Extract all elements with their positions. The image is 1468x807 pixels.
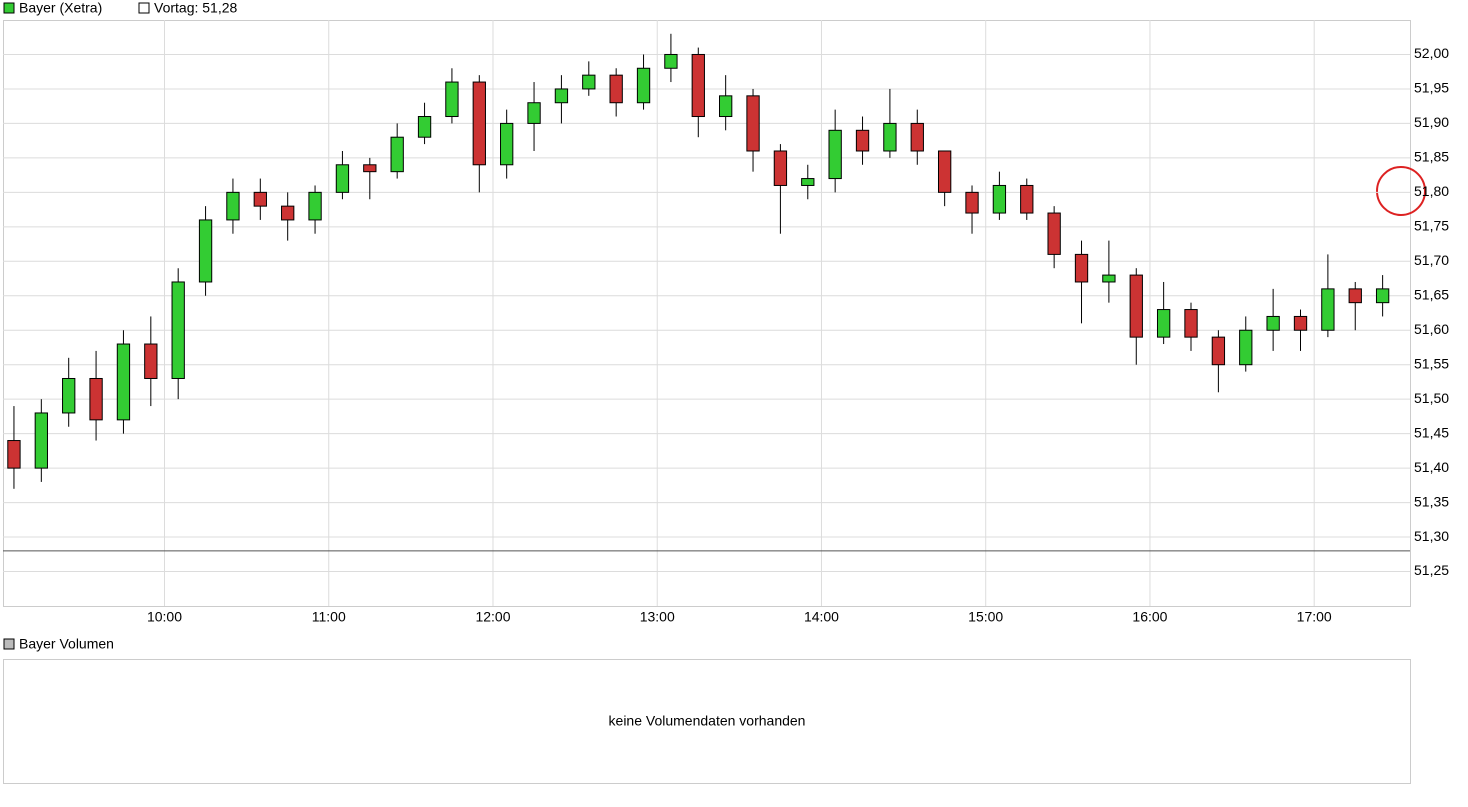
y-tick-label: 51,85: [1414, 149, 1449, 165]
x-tick-label: 16:00: [1132, 609, 1167, 625]
candle-body: [198, 219, 213, 283]
candle-body: [773, 150, 788, 186]
candle-body: [1129, 274, 1143, 338]
candle-body: [527, 102, 541, 124]
legend-swatch: [138, 2, 150, 14]
y-tick-label: 51,75: [1414, 218, 1449, 234]
legend-swatch: [3, 2, 15, 14]
candle-body: [308, 191, 322, 221]
candle-body: [116, 343, 131, 421]
x-tick-label: 13:00: [640, 609, 675, 625]
candle-body: [144, 343, 158, 379]
candle-body: [1074, 253, 1089, 283]
y-tick-label: 51,80: [1414, 183, 1449, 199]
y-tick-label: 51,25: [1414, 562, 1449, 578]
candle-body: [801, 178, 815, 186]
volume-frame: [3, 659, 1411, 784]
candle-body: [472, 81, 486, 166]
x-tick-label: 10:00: [147, 609, 182, 625]
y-tick-label: 51,95: [1414, 80, 1449, 96]
candle-body: [1321, 288, 1335, 331]
candle-body: [1239, 329, 1253, 366]
candle-body: [1184, 309, 1198, 338]
candle-body: [992, 184, 1007, 214]
y-tick-label: 51,50: [1414, 390, 1449, 406]
candle-body: [554, 88, 569, 104]
legend-label: Vortag: 51,28: [154, 0, 238, 16]
candle-body: [828, 129, 842, 180]
x-tick-label: 15:00: [968, 609, 1003, 625]
candle-body: [1293, 315, 1308, 331]
x-tick-label: 17:00: [1297, 609, 1332, 625]
x-tick-label: 11:00: [312, 609, 346, 625]
candle-body: [34, 412, 48, 469]
candle-body: [226, 191, 240, 221]
volume-message: keine Volumendaten vorhanden: [609, 713, 806, 729]
y-tick-label: 51,30: [1414, 528, 1449, 544]
candle-body: [281, 205, 295, 221]
y-tick-label: 51,90: [1414, 114, 1449, 130]
candle-body: [965, 191, 979, 214]
candle-body: [910, 122, 924, 152]
candle-body: [7, 440, 21, 469]
candle-body: [1375, 288, 1390, 304]
candle-body: [1020, 184, 1034, 214]
candle-body: [417, 116, 432, 138]
candle-body: [500, 122, 514, 166]
candle-body: [1047, 212, 1061, 255]
candle-body: [1156, 309, 1171, 338]
candle-body: [1348, 288, 1362, 304]
candle-body: [390, 136, 404, 173]
candle-body: [363, 164, 377, 173]
legend-label: Bayer (Xetra): [19, 0, 102, 16]
y-tick-label: 52,00: [1414, 45, 1449, 61]
y-tick-label: 51,40: [1414, 459, 1449, 475]
candle-body: [636, 67, 651, 104]
y-tick-label: 51,70: [1414, 252, 1449, 268]
candle-body: [253, 191, 267, 207]
candle-body: [1266, 315, 1280, 331]
candle-body: [445, 81, 459, 118]
x-tick-label: 14:00: [804, 609, 839, 625]
candle-body: [335, 164, 350, 193]
legend-swatch: [3, 638, 15, 650]
y-tick-label: 51,35: [1414, 493, 1449, 509]
candle-body: [883, 122, 897, 152]
candle-body: [691, 53, 705, 118]
candle-body: [664, 53, 678, 69]
candle-body: [62, 377, 76, 414]
candle-body: [855, 129, 870, 152]
candle-body: [937, 150, 952, 193]
candle-body: [1102, 274, 1116, 283]
candle-body: [719, 95, 733, 118]
y-tick-label: 51,55: [1414, 355, 1449, 371]
volume-title: Bayer Volumen: [19, 636, 114, 652]
y-tick-label: 51,60: [1414, 321, 1449, 337]
candle-body: [1211, 336, 1226, 366]
x-tick-label: 12:00: [475, 609, 510, 625]
y-tick-label: 51,45: [1414, 424, 1449, 440]
highlight-circle: [1376, 166, 1426, 216]
candle-body: [609, 74, 623, 104]
candle-body: [746, 95, 760, 152]
candle-body: [171, 281, 185, 379]
candle-body: [582, 74, 596, 90]
plot-frame: [3, 20, 1411, 607]
candle-body: [89, 377, 103, 421]
y-tick-label: 51,65: [1414, 286, 1449, 302]
